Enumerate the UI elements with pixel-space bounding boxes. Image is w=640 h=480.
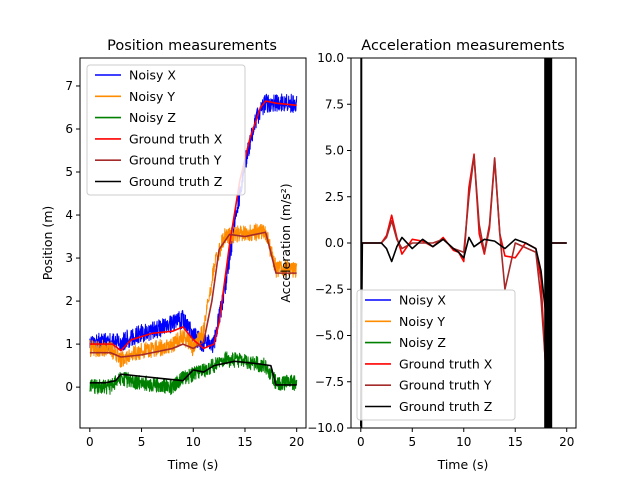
position-legend-label: Ground truth Y xyxy=(129,153,222,168)
acceleration-plot-area xyxy=(359,58,567,428)
acceleration-legend-box xyxy=(356,289,516,421)
position-y-tick-label: 2 xyxy=(65,294,73,308)
position-ticks: 0 5 10 15 20 0 1 2 3 4 5 6 7 xyxy=(65,79,304,449)
acceleration-legend-label: Noisy X xyxy=(399,293,446,308)
acceleration-legend-label: Ground truth Y xyxy=(399,378,492,393)
position-legend-label: Noisy Z xyxy=(129,110,176,125)
position-y-tick-label: 7 xyxy=(65,79,73,93)
position-plot-area xyxy=(89,93,298,396)
position-legend: Noisy X Noisy Y Noisy Z Ground truth X Groun… xyxy=(86,64,246,196)
acceleration-y-tick-label: −7.5 xyxy=(315,375,344,389)
position-x-label: Time (s) xyxy=(167,457,219,472)
position-x-tick-label: 20 xyxy=(289,435,304,449)
position-y-tick-label: 3 xyxy=(65,251,73,265)
position-y-label: Position (m) xyxy=(40,206,55,281)
acceleration-y-tick-label: −10.0 xyxy=(307,421,344,435)
acceleration-ticks: 0 5 10 15 20 −10.0 −7.5 −5.0 −2.5 0.0 2.5 5.0 7.5 10.… xyxy=(307,51,574,449)
position-chart: Position measurements 0 5 10 15 20 0 1 2 3 4 5 6 7 T… xyxy=(40,38,307,472)
acceleration-legend-label: Ground truth X xyxy=(399,356,493,371)
acceleration-y-label: Acceleration (m/s²) xyxy=(278,183,293,302)
acceleration-legend-label: Noisy Z xyxy=(399,335,446,350)
acceleration-y-tick-label: −5.0 xyxy=(315,329,344,343)
acceleration-legend: Noisy X Noisy Y Noisy Z Ground truth X Groun… xyxy=(356,289,516,421)
acceleration-saturation-band xyxy=(544,58,553,428)
position-y-tick-label: 4 xyxy=(65,208,73,222)
position-y-tick-label: 5 xyxy=(65,165,73,179)
acceleration-y-tick-label: 0.0 xyxy=(325,236,344,250)
acceleration-y-tick-label: 2.5 xyxy=(325,190,344,204)
position-series-ground-truth-z xyxy=(89,360,297,386)
position-x-tick-label: 10 xyxy=(186,435,201,449)
position-series-noisy-z xyxy=(89,351,298,396)
acceleration-legend-label: Noisy Y xyxy=(399,314,445,329)
acceleration-legend-label: Ground truth Z xyxy=(399,399,492,414)
acceleration-series-ground-truth-z xyxy=(359,236,567,427)
acceleration-chart-title: Acceleration measurements xyxy=(361,38,564,54)
position-series-ground-truth-y xyxy=(89,231,297,358)
acceleration-x-tick-label: 0 xyxy=(357,435,365,449)
acceleration-y-tick-label: −2.5 xyxy=(315,282,344,296)
position-legend-label: Ground truth X xyxy=(129,131,223,146)
position-legend-label: Noisy X xyxy=(129,68,176,83)
position-legend-label: Ground truth Z xyxy=(129,174,222,189)
acceleration-x-tick-label: 5 xyxy=(408,435,416,449)
acceleration-x-tick-label: 15 xyxy=(508,435,523,449)
position-y-tick-label: 0 xyxy=(65,380,73,394)
acceleration-y-tick-label: 10.0 xyxy=(317,51,344,65)
position-chart-title: Position measurements xyxy=(107,38,277,54)
acceleration-series-ground-truth-y xyxy=(360,155,567,374)
position-legend-label: Noisy Y xyxy=(129,89,175,104)
acceleration-chart: Acceleration measurements 0 5 10 15 20−10.0−… xyxy=(278,38,577,472)
acceleration-x-tick-label: 10 xyxy=(456,435,471,449)
position-x-tick-label: 5 xyxy=(138,435,146,449)
acceleration-x-tick-label: 20 xyxy=(559,435,574,449)
acceleration-y-tick-label: 5.0 xyxy=(325,144,344,158)
position-x-tick-label: 0 xyxy=(86,435,94,449)
acceleration-y-tick-label: 7.5 xyxy=(325,97,344,111)
position-series-ground-truth-x xyxy=(89,100,297,352)
position-y-tick-label: 6 xyxy=(65,122,73,136)
position-x-tick-label: 15 xyxy=(237,435,252,449)
position-y-tick-label: 1 xyxy=(65,337,73,351)
position-series-noisy-y xyxy=(89,223,298,368)
position-legend-box xyxy=(86,64,246,196)
acceleration-x-label: Time (s) xyxy=(437,457,489,472)
